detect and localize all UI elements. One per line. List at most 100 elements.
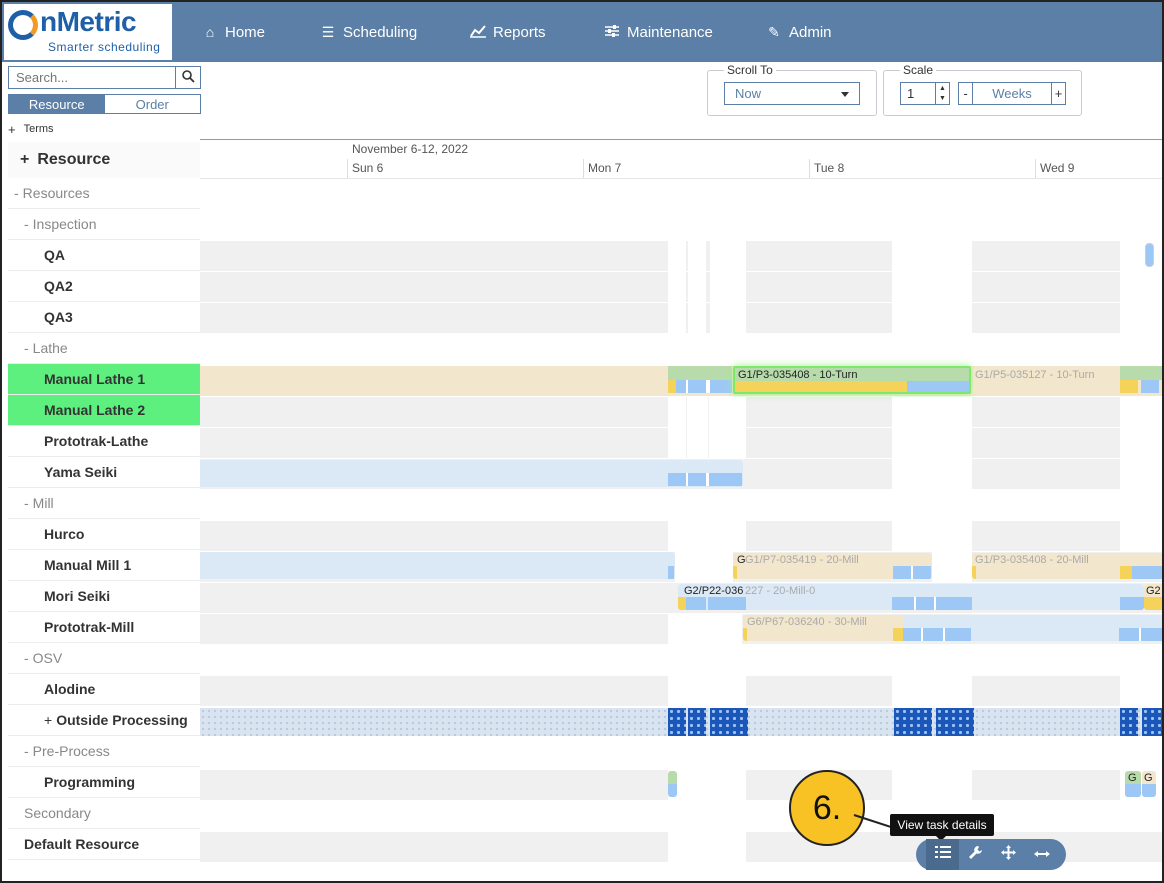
view-task-details-button[interactable] (926, 839, 959, 870)
nav-admin[interactable]: ✎ Admin (766, 20, 831, 44)
task-bar[interactable]: G2/P22-036 227 - 20-Mill-0 (678, 584, 1144, 610)
small-task-chip[interactable]: G (1142, 771, 1156, 797)
resource-row-resources[interactable]: - Resources (8, 178, 200, 209)
resource-row-prototrak-mill[interactable]: Prototrak-Mill (8, 612, 200, 643)
expand-plus-icon[interactable]: + (44, 712, 53, 728)
scale-plus-button[interactable]: + (1051, 83, 1065, 104)
capacity-block (688, 708, 706, 736)
non-working-gap (1120, 521, 1162, 551)
resource-row-yama-seiki[interactable]: Yama Seiki (8, 457, 200, 488)
maintenance-button[interactable] (959, 839, 992, 870)
resource-row-outside-processing[interactable]: + Outside Processing (8, 705, 200, 736)
collapse-minus-icon[interactable]: - (24, 216, 29, 232)
tooltip-tail (936, 836, 946, 841)
small-task-chip[interactable] (668, 771, 677, 797)
resource-row-mori-seiki[interactable]: Mori Seiki (8, 581, 200, 612)
scroll-to-group: Scroll To Now (707, 63, 877, 116)
search-input[interactable] (9, 67, 175, 88)
resource-row-label: Yama Seiki (44, 464, 118, 480)
task-bar[interactable]: G1/P3-035408 - 20-Mill (972, 553, 1162, 579)
small-task-chip[interactable] (1145, 243, 1154, 267)
resource-row-label: Manual Mill 1 (44, 557, 132, 573)
non-working-gap (1120, 676, 1162, 706)
spin-up-icon[interactable]: ▲ (939, 84, 946, 92)
search-button[interactable] (175, 67, 200, 88)
task-label: G6/P67-036240 - 30-Mill (747, 616, 867, 628)
toggle-order[interactable]: Order (135, 96, 169, 112)
task-segment (668, 380, 732, 393)
task-bar[interactable] (200, 552, 675, 579)
resource-row-label: Outside Processing (56, 712, 188, 728)
resize-task-button[interactable] (1025, 839, 1058, 870)
task-label: G2/P22-036 (684, 585, 744, 597)
nav-reports[interactable]: Reports (470, 20, 546, 44)
non-working-gap (1120, 459, 1162, 489)
resource-row-hurco[interactable]: Hurco (8, 519, 200, 550)
capacity-block (710, 708, 748, 736)
resource-row-manual-lathe-2[interactable]: Manual Lathe 2 (8, 395, 200, 426)
scale-legend: Scale (900, 63, 937, 77)
move-task-button[interactable] (992, 839, 1025, 870)
collapse-minus-icon[interactable]: - (14, 185, 19, 201)
collapse-minus-icon[interactable]: - (24, 650, 29, 666)
non-working-gap (668, 614, 742, 644)
task-bar[interactable]: G2 (1144, 584, 1162, 610)
resource-row-qa3[interactable]: QA3 (8, 302, 200, 333)
task-segment (1120, 380, 1138, 393)
terms-label: Terms (23, 123, 54, 135)
resource-row-qa[interactable]: QA (8, 240, 200, 271)
task-bar[interactable]: G6/P67-036240 - 30-Mill (743, 615, 1162, 641)
non-working-gap (892, 676, 972, 706)
task-segment (668, 380, 676, 393)
resource-row-pre-process[interactable]: - Pre-Process (8, 736, 200, 767)
resource-row-label: Mori Seiki (44, 588, 111, 604)
task-bar[interactable]: G1/P5-035127 - 10-Turn (973, 368, 1121, 394)
task-label: G1/P3-035408 - 20-Mill (975, 554, 1089, 566)
logo-name: nMetric (40, 6, 137, 37)
resource-row-manual-mill-1[interactable]: Manual Mill 1 (8, 550, 200, 581)
resource-row-inspection[interactable]: - Inspection (8, 209, 200, 240)
collapse-minus-icon[interactable]: - (24, 743, 29, 759)
expand-plus-icon: + (8, 121, 16, 137)
nav-maintenance[interactable]: Maintenance (604, 20, 713, 44)
toggle-resource[interactable]: Resource (9, 95, 105, 113)
resource-row-label: Prototrak-Lathe (44, 433, 149, 449)
nav-maintenance-label: Maintenance (627, 23, 713, 41)
scale-number-input[interactable]: 1 ▲ ▼ (900, 82, 950, 105)
resource-row-lathe[interactable]: - Lathe (8, 333, 200, 364)
small-task-chip[interactable]: G (1125, 771, 1141, 797)
spin-down-icon[interactable]: ▼ (939, 95, 946, 103)
scale-minus-button[interactable]: - (959, 83, 973, 104)
scale-unit-label[interactable]: Weeks (992, 86, 1032, 101)
resource-row-default-resource[interactable]: Default Resource (8, 829, 200, 860)
task-bar[interactable] (200, 460, 743, 487)
chart-icon (470, 24, 486, 41)
resource-column-header[interactable]: + Resource (8, 142, 200, 178)
collapse-minus-icon[interactable]: - (24, 340, 29, 356)
resource-row-programming[interactable]: Programming (8, 767, 200, 798)
nav-scheduling[interactable]: ☰ Scheduling (320, 20, 418, 44)
selected-task-bar[interactable]: G1/P3-035408 - 10-Turn (733, 366, 971, 394)
scroll-to-select[interactable]: Now (724, 82, 860, 105)
resource-row-mill[interactable]: - Mill (8, 488, 200, 519)
resource-row-prototrak-lathe[interactable]: Prototrak-Lathe (8, 426, 200, 457)
resource-row-secondary[interactable]: Secondary (8, 798, 200, 829)
resource-row-osv[interactable]: - OSV (8, 643, 200, 674)
terms-toggle[interactable]: + Terms (8, 121, 54, 137)
task-bar[interactable]: G G1/P7-035419 - 20-Mill (733, 553, 932, 579)
collapse-minus-icon[interactable]: - (24, 495, 29, 511)
logo[interactable]: nMetric Smarter scheduling (4, 4, 172, 60)
task-label: G2 (1146, 585, 1161, 597)
non-working-gap (668, 397, 746, 458)
top-navigation-bar: nMetric Smarter scheduling ⌂ Home ☰ Sche… (2, 2, 1162, 62)
nav-home[interactable]: ⌂ Home (202, 20, 265, 44)
resource-row-label: Lathe (32, 340, 68, 356)
resource-row-alodine[interactable]: Alodine (8, 674, 200, 705)
resource-row-label: Pre-Process (32, 743, 110, 759)
home-icon: ⌂ (205, 24, 215, 40)
resource-row-manual-lathe-1[interactable]: Manual Lathe 1 (8, 364, 200, 395)
scale-spinner[interactable]: ▲ ▼ (935, 83, 949, 104)
non-working-gap (710, 241, 746, 333)
search-icon (181, 69, 195, 86)
resource-row-qa2[interactable]: QA2 (8, 271, 200, 302)
